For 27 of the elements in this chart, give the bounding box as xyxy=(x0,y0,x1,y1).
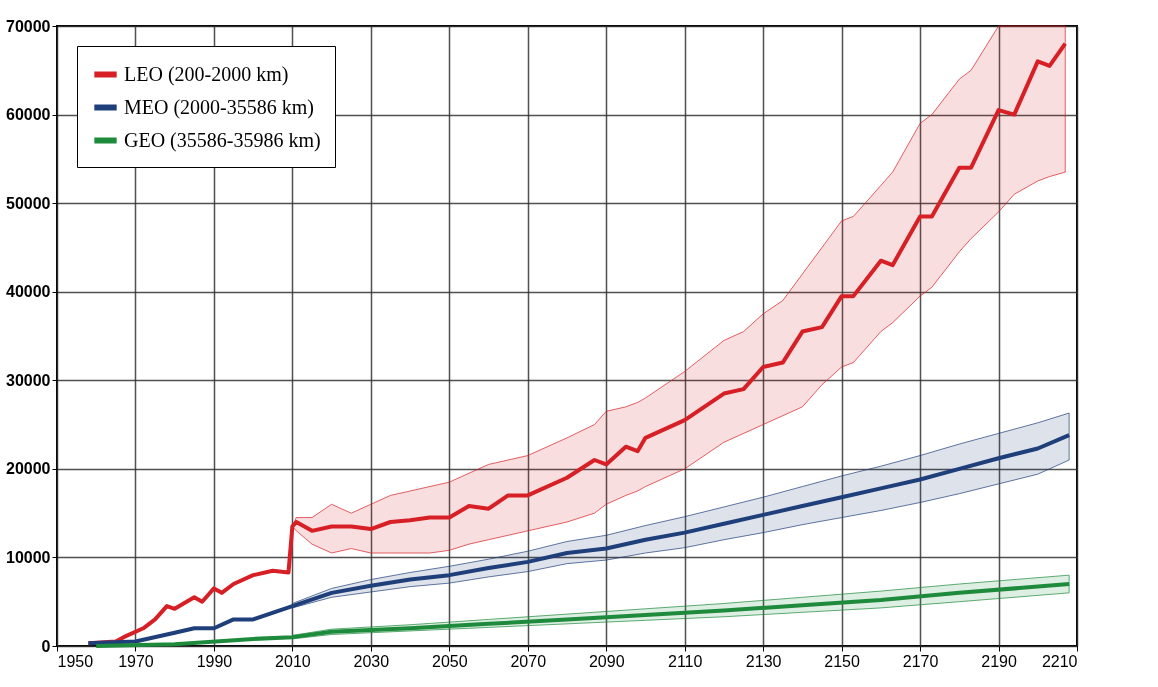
line-series xyxy=(86,433,1072,646)
y-tick-label: 10000 xyxy=(6,548,51,566)
legend-label: GEO (35586-35986 km) xyxy=(124,128,321,152)
x-tick-label: 2010 xyxy=(275,652,311,670)
x-tick-label: 2070 xyxy=(510,652,547,670)
x-tick-label: 1950 xyxy=(57,652,94,670)
line-series xyxy=(94,582,1072,648)
legend-label: LEO (200-2000 km) xyxy=(124,62,289,86)
x-tick-label: 2030 xyxy=(353,652,390,670)
x-tick-label: 2050 xyxy=(432,652,468,670)
x-tick-label: 2210 xyxy=(1041,652,1078,670)
x-tick-label: 2090 xyxy=(588,652,625,670)
legend-label: MEO (2000-35586 km) xyxy=(124,95,314,119)
x-tick-label: 1970 xyxy=(118,652,154,670)
y-tick-label: 0 xyxy=(41,637,51,655)
x-tick-label: 2170 xyxy=(902,652,939,670)
y-tick-label: 30000 xyxy=(6,371,51,389)
x-tick-label: 2190 xyxy=(981,652,1017,670)
x-tick-label: 1990 xyxy=(196,652,233,670)
y-tick-label: 20000 xyxy=(6,460,51,478)
x-tick-label: 2110 xyxy=(667,652,703,670)
y-tick-label: 40000 xyxy=(6,283,51,301)
y-tick-label: 70000 xyxy=(6,17,51,35)
y-tick-label: 60000 xyxy=(6,106,51,124)
x-tick-label: 2150 xyxy=(824,652,861,670)
y-tick-label: 50000 xyxy=(6,194,51,212)
x-tick-label: 2130 xyxy=(745,652,782,670)
